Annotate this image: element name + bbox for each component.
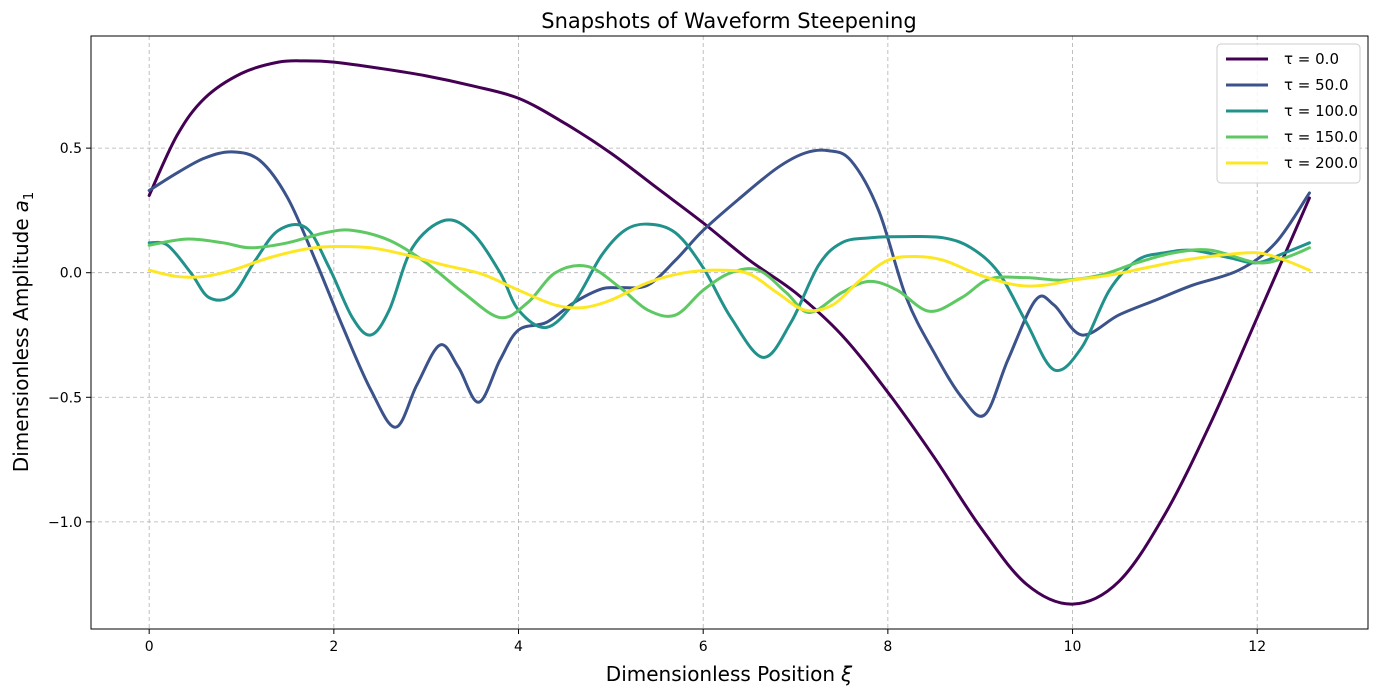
- legend-items: τ = 0.0 τ = 50.0 τ = 100.0 τ = 150.0 τ = 200…: [1226, 50, 1358, 172]
- series-line-5: [147, 244, 1311, 313]
- series-line-3: [147, 218, 1311, 373]
- legend-box: [1216, 43, 1361, 184]
- x-axis-label: Dimensionless Position: [606, 662, 835, 686]
- y-tick-label: −0.5: [48, 390, 82, 406]
- x-axis-title: Dimensionless Position ξ: [606, 662, 853, 686]
- x-tick-label: 12: [1248, 639, 1266, 655]
- x-tick-label: 8: [883, 639, 892, 655]
- y-axis-title: Dimensionless Amplitude a1: [9, 192, 37, 472]
- y-axis-symbol: a: [9, 200, 33, 212]
- chart-title: Snapshots of Waveform Steepening: [541, 9, 916, 33]
- x-tick-label: 0: [145, 639, 154, 655]
- y-tick-label: 0.0: [60, 266, 82, 282]
- y-tick-label: −1.0: [48, 515, 82, 531]
- series-layer: [147, 59, 1311, 606]
- y-axis-subscript: 1: [22, 192, 37, 200]
- y-axis-label: Dimensionless Amplitude: [9, 218, 33, 472]
- x-axis-symbol: ξ: [840, 662, 853, 686]
- x-tick-label: 10: [1064, 639, 1082, 655]
- legend-label: τ = 0.0: [1284, 50, 1339, 68]
- ticks: 0 2 4 6 8 10 12 −1.0 −0.5 0.0 0.5: [48, 141, 1266, 655]
- y-tick-label: 0.5: [60, 141, 82, 157]
- x-tick-label: 2: [329, 639, 338, 655]
- legend-label: τ = 150.0: [1284, 128, 1358, 146]
- series-line-1: [147, 59, 1311, 606]
- x-tick-label: 6: [699, 639, 708, 655]
- legend-label: τ = 50.0: [1284, 76, 1349, 94]
- grid: [91, 36, 1368, 629]
- legend-label: τ = 200.0: [1284, 154, 1358, 172]
- legend: τ = 0.0 τ = 50.0 τ = 100.0 τ = 150.0 τ = 200…: [1216, 43, 1361, 184]
- x-tick-label: 4: [514, 639, 523, 655]
- plot-frame: [90, 35, 1369, 630]
- legend-label: τ = 100.0: [1284, 102, 1358, 120]
- series-line-2: [147, 148, 1311, 429]
